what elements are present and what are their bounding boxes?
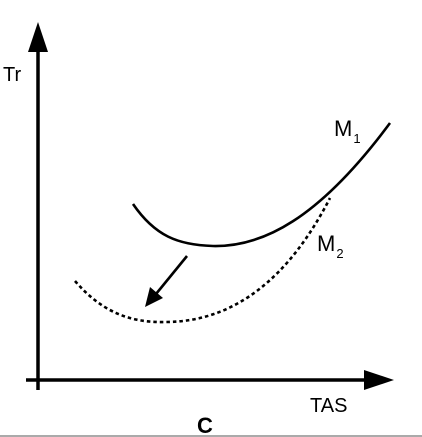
y-axis-label: Tr bbox=[3, 64, 21, 86]
panel-label: C bbox=[197, 413, 213, 437]
x-axis-arrowhead bbox=[364, 370, 394, 390]
curve-m2 bbox=[74, 197, 332, 324]
curve-m1-label: M1 bbox=[334, 116, 361, 146]
shift-arrow-head bbox=[145, 287, 163, 307]
shift-arrow-shaft bbox=[154, 255, 189, 295]
x-axis-label: TAS bbox=[310, 395, 347, 417]
y-axis-arrowhead bbox=[28, 22, 48, 52]
curve-m2-label: M2 bbox=[317, 231, 344, 261]
curve-m1 bbox=[131, 122, 392, 248]
